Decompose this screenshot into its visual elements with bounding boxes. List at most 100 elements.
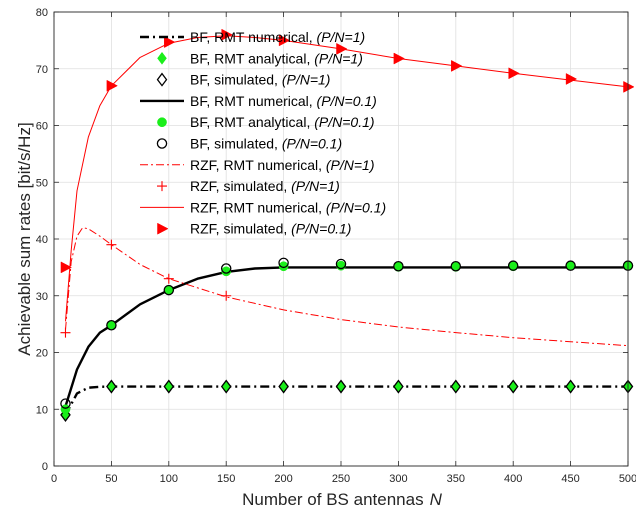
legend-label-main: BF, RMT numerical,: [190, 29, 317, 45]
data-point: [220, 379, 232, 394]
legend-label: BF, RMT analytical, (P/N=0.1): [190, 114, 375, 130]
data-point: [221, 266, 232, 277]
legend-label-main: BF, RMT analytical,: [190, 50, 314, 66]
data-point: [565, 379, 576, 394]
data-point: [163, 284, 175, 296]
series-rzf-num-01: [65, 35, 629, 322]
legend-label: BF, RMT numerical, (P/N=1): [190, 29, 365, 45]
y-tick-label: 30: [36, 291, 48, 303]
legend-entry-rzf-num-01: RZF, RMT numerical, (P/N=0.1): [140, 199, 386, 215]
legend-label-condition: (P/N=1): [314, 50, 363, 66]
legend-label-main: BF, simulated,: [190, 136, 282, 152]
legend-symbol: [157, 117, 167, 128]
legend-label: BF, simulated, (P/N=1): [190, 72, 330, 88]
y-tick-labels: 0 10 20 30 40 50 60 70 80: [36, 7, 48, 473]
data-point: [106, 79, 118, 92]
x-tick-label: 300: [389, 473, 407, 485]
x-tick-label: 200: [274, 473, 292, 485]
data-point: [106, 320, 117, 331]
series-bf-num-01: [64, 266, 628, 407]
series-line: [65, 227, 629, 347]
x-axis-label-variable: N: [430, 490, 443, 509]
data-point: [393, 260, 404, 272]
plot-series: [60, 28, 635, 423]
series-bf-sim-1: [60, 379, 634, 423]
y-tick-label: 60: [36, 121, 48, 133]
x-tick-label: 350: [447, 473, 465, 485]
legend-label-main: BF, simulated,: [190, 72, 282, 88]
data-point: [278, 257, 289, 269]
data-point: [451, 59, 463, 72]
legend-label-condition: (P/N=0.1): [317, 93, 377, 109]
legend-label: BF, RMT analytical, (P/N=1): [190, 50, 363, 66]
legend-label: RZF, simulated, (P/N=0.1): [190, 221, 351, 237]
series-rzf-sim-1: [60, 239, 232, 338]
legend-entry-rzf-num-1: RZF, RMT numerical, (P/N=1): [140, 157, 375, 173]
x-tick-label: 150: [217, 473, 235, 485]
legend-label-main: BF, RMT analytical,: [190, 114, 314, 130]
legend-label-main: RZF, simulated,: [190, 221, 291, 237]
data-point: [507, 260, 519, 271]
data-point: [164, 36, 176, 48]
legend-label-condition: (P/N=1): [282, 72, 331, 88]
x-tick-label: 450: [561, 473, 579, 485]
data-point: [508, 67, 520, 80]
x-tick-label: 500: [619, 473, 636, 485]
plot-frame: [53, 11, 629, 467]
y-tick-label: 20: [36, 348, 48, 360]
series-rzf-sim-01: [60, 28, 635, 274]
y-axis-label: Achievable sum rates [bit/s/Hz]: [15, 122, 34, 355]
legend-entry-bf-sim-01: BF, simulated, (P/N=0.1): [156, 136, 342, 152]
legend-symbol: [157, 51, 167, 65]
data-point: [60, 404, 71, 415]
data-point: [106, 239, 117, 250]
legend-label-condition: (P/N=0.1): [291, 221, 351, 237]
data-point: [220, 263, 232, 274]
series-rzf-num-1: [65, 227, 629, 347]
x-tick-label: 0: [51, 473, 57, 485]
data-point: [335, 379, 347, 394]
legend-label-condition: (P/N=0.1): [314, 114, 374, 130]
y-tick-label: 10: [36, 404, 48, 416]
y-tick-label: 40: [36, 234, 48, 246]
data-point: [60, 261, 73, 274]
legend-entry-bf-ana-1: BF, RMT analytical, (P/N=1): [157, 50, 363, 66]
y-tick-label: 70: [36, 64, 48, 76]
legend-label-condition: (P/N=1): [317, 29, 366, 45]
legend-label-condition: (P/N=0.1): [282, 136, 342, 152]
axes: [53, 11, 629, 467]
data-point: [163, 379, 175, 394]
data-point: [221, 28, 233, 41]
legend-entry-bf-ana-01: BF, RMT analytical, (P/N=0.1): [157, 114, 375, 130]
x-tick-label: 100: [160, 473, 178, 485]
legend-label: BF, simulated, (P/N=0.1): [190, 136, 342, 152]
legend-entry-rzf-sim-01: RZF, simulated, (P/N=0.1): [157, 221, 351, 237]
legend-symbol: [156, 138, 168, 149]
data-point: [565, 260, 576, 271]
legend-entry-rzf-sim-1: RZF, simulated, (P/N=1): [157, 178, 340, 194]
legend-label-condition: (P/N=1): [291, 178, 340, 194]
data-point: [507, 379, 519, 394]
data-point: [163, 273, 174, 284]
x-axis-label: Number of BS antennas N: [242, 490, 442, 509]
series-line: [64, 266, 628, 407]
legend-label: RZF, RMT numerical, (P/N=1): [190, 157, 375, 173]
y-tick-label: 50: [36, 177, 48, 189]
data-point: [278, 261, 289, 272]
x-tick-label: 50: [105, 473, 117, 485]
data-point: [393, 52, 405, 65]
y-tick-label: 80: [36, 7, 48, 19]
legend-label: RZF, RMT numerical, (P/N=0.1): [190, 199, 386, 215]
data-point: [278, 34, 291, 47]
legend-label-condition: (P/N=1): [326, 157, 375, 173]
legend: BF, RMT numerical, (P/N=1)BF, RMT analyt…: [140, 29, 386, 237]
legend-entry-bf-num-01: BF, RMT numerical, (P/N=0.1): [140, 93, 377, 109]
data-point: [565, 73, 578, 85]
data-point: [106, 379, 117, 394]
x-tick-labels: 0 50 100 150 200 250 300 350 400 450 500: [51, 473, 636, 485]
legend-symbol: [157, 222, 169, 235]
legend-label-main: BF, RMT numerical,: [190, 93, 317, 109]
data-point: [221, 290, 232, 301]
data-point: [623, 80, 635, 93]
